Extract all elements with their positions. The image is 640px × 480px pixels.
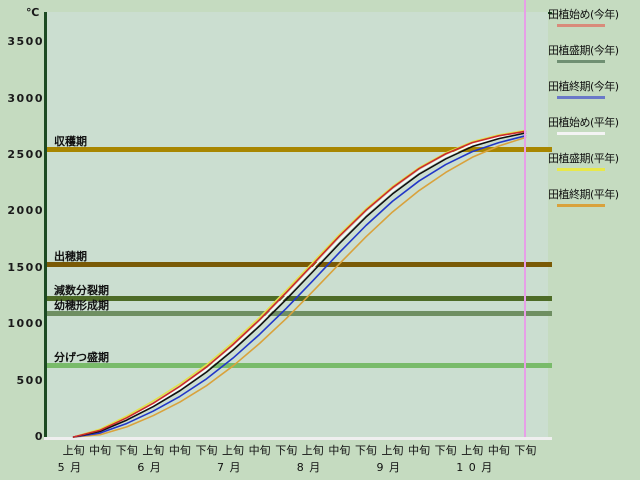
x-axis-decade-label: 中旬 [408, 444, 431, 457]
legend-entry[interactable]: 田植終期(今年) [548, 80, 640, 116]
plot-area [44, 12, 548, 437]
x-axis-decade-label: 下旬 [195, 444, 218, 457]
y-axis-unit-label: ℃ [26, 6, 40, 19]
y-axis-tick-label: 3500 [7, 35, 44, 49]
x-axis-month-label: 7 月 [217, 461, 242, 474]
x-axis-decade-label: 中旬 [168, 444, 191, 457]
legend-color-swatch [557, 132, 605, 135]
legend-entry[interactable]: 田植始め(平年) [548, 116, 640, 152]
stage-reference-line [47, 296, 552, 302]
x-axis-month-label: 9 月 [376, 461, 402, 474]
x-axis-decade-label: 上旬 [222, 444, 245, 457]
legend-label: 田植始め(今年) [548, 8, 619, 21]
y-axis-tick-label: 3000 [7, 91, 44, 105]
x-axis-decade-label: 下旬 [275, 444, 298, 457]
legend-entry[interactable]: 田植盛期(平年) [548, 152, 640, 188]
y-axis-tick-label: 500 [16, 373, 44, 387]
x-axis-decade-label: 上旬 [62, 444, 85, 457]
legend-color-swatch [557, 24, 605, 27]
stage-reference-line [47, 262, 552, 268]
stage-label: 減数分裂期 [54, 284, 109, 298]
y-axis-tick-label: 2500 [7, 148, 44, 161]
x-axis-month-label: 8 月 [296, 461, 322, 474]
legend-color-swatch [557, 96, 605, 99]
x-axis-decade-label: 中旬 [89, 444, 112, 457]
x-axis-decade-label: 上旬 [142, 444, 165, 457]
legend-label: 田植終期(平年) [548, 188, 619, 201]
legend-color-swatch [557, 60, 605, 63]
plot-bottom-border [44, 437, 552, 440]
y-axis-tick-label: 1500 [7, 260, 44, 274]
legend-label: 田植始め(平年) [548, 116, 619, 129]
current-date-marker-line [524, 0, 527, 437]
x-axis-month-label: 5 月 [57, 461, 83, 474]
x-axis-decade-label: 中旬 [248, 444, 271, 457]
x-axis-decade-label: 上旬 [381, 444, 404, 457]
x-axis-decade-label: 中旬 [328, 444, 351, 457]
stage-label: 収穫期 [54, 135, 87, 149]
x-axis-decade-label: 下旬 [354, 444, 377, 457]
x-axis-decade-label: 下旬 [115, 444, 138, 457]
stage-label: 分げつ盛期 [54, 350, 109, 364]
x-axis-decade-label: 下旬 [434, 444, 457, 457]
stage-reference-line [47, 311, 552, 317]
x-axis-month-label: 1 0 月 [456, 461, 494, 474]
x-axis-decade-label: 中旬 [487, 444, 510, 457]
legend-color-swatch [557, 204, 605, 207]
stage-label: 幼穂形成期 [54, 299, 109, 313]
stage-reference-line [47, 362, 552, 368]
legend-entry[interactable]: 田植終期(平年) [548, 188, 640, 224]
y-axis-tick-label: 0 [34, 430, 44, 443]
y-axis-tick-label: 2000 [7, 204, 44, 218]
legend-color-swatch [557, 168, 605, 171]
x-axis-decade-label: 上旬 [301, 444, 324, 457]
x-axis-decade-label: 上旬 [461, 444, 484, 457]
legend-label: 田植終期(今年) [548, 80, 619, 93]
legend-label: 田植盛期(平年) [548, 152, 619, 165]
legend-label: 田植盛期(今年) [548, 44, 619, 57]
x-axis-decade-label: 下旬 [514, 444, 537, 457]
x-axis-month-label: 6 月 [137, 461, 162, 474]
legend-entry[interactable]: 田植盛期(今年) [548, 44, 640, 80]
stage-label: 出穂期 [54, 250, 87, 264]
legend-entry[interactable]: 田植始め(今年) [548, 8, 640, 44]
stage-reference-line [47, 147, 552, 153]
y-axis-tick-label: 1000 [7, 317, 44, 331]
